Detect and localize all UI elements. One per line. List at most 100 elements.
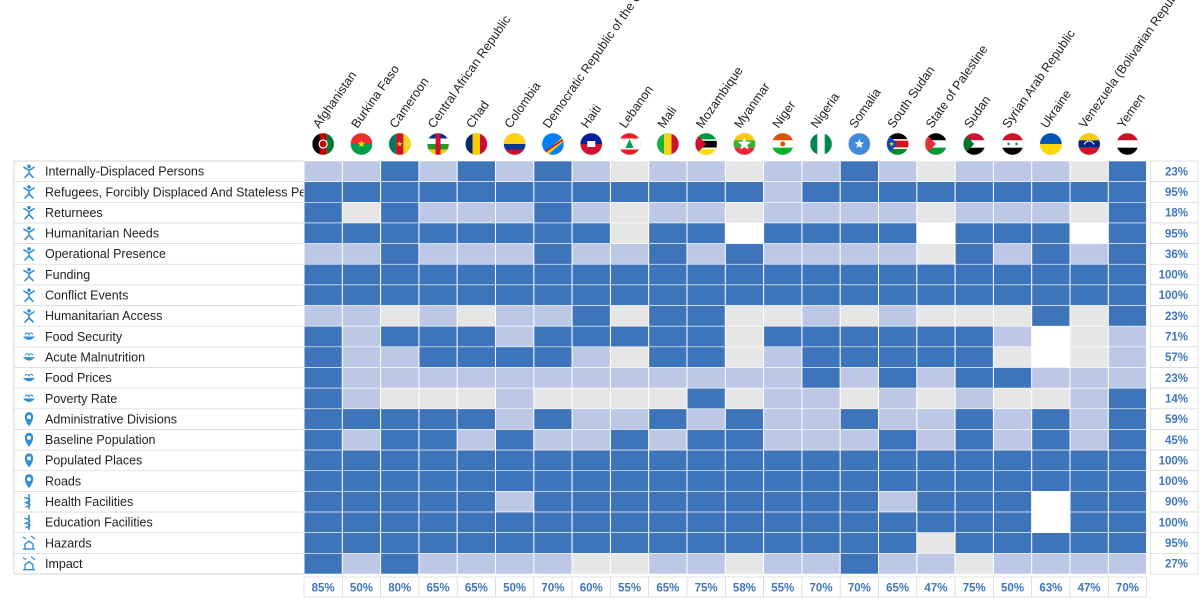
heatmap-cell — [495, 160, 535, 182]
flag-burkina-faso — [350, 133, 373, 155]
heatmap-cell — [686, 511, 726, 533]
heatmap-cell — [724, 367, 764, 389]
heatmap-cell — [763, 511, 803, 533]
heatmap-cell — [1108, 181, 1147, 203]
column-percentage: 47% — [1078, 583, 1101, 595]
heatmap-cell — [610, 325, 650, 348]
heatmap-cell — [763, 449, 803, 472]
heatmap-cell — [1069, 367, 1109, 389]
heatmap-cell — [495, 491, 535, 513]
heatmap-cell — [763, 387, 803, 410]
heatmap-cell — [878, 367, 918, 389]
heatmap-cell — [571, 222, 611, 244]
heatmap-cell — [878, 429, 918, 451]
heatmap-cell — [610, 181, 650, 203]
heatmap-cell — [993, 181, 1033, 203]
heatmap-cell — [1108, 243, 1147, 265]
heatmap-cell — [1069, 305, 1109, 327]
heatmap-cell — [1108, 284, 1147, 306]
people-icon — [23, 185, 35, 199]
heatmap-cell — [1069, 222, 1109, 244]
heatmap-cell — [839, 387, 879, 410]
heatmap-cell — [341, 532, 381, 554]
heatmap-cell — [648, 305, 688, 327]
heatmap-cell — [341, 449, 381, 472]
heatmap-cell — [839, 553, 879, 575]
heatmap-cell — [571, 346, 611, 368]
heatmap-cell — [878, 284, 918, 306]
pin-icon — [24, 432, 34, 447]
heatmap-cell — [801, 470, 841, 492]
heatmap-cell — [878, 222, 918, 244]
heatmap-cell — [839, 511, 879, 533]
heatmap-cell — [456, 491, 496, 513]
heatmap-cell — [763, 429, 803, 451]
flag-south-sudan — [886, 133, 909, 155]
flag-sudan — [963, 133, 986, 155]
flag-cameroon — [388, 133, 411, 155]
heatmap-cell — [993, 387, 1033, 410]
heatmap-cell — [839, 325, 879, 348]
heatmap-cell — [533, 491, 573, 513]
heatmap-cell — [341, 160, 381, 182]
heatmap-cell — [954, 325, 994, 348]
heatmap-cell — [418, 284, 458, 306]
heatmap-cell — [418, 553, 458, 575]
heatmap-cell — [686, 387, 726, 410]
heatmap-cell — [686, 449, 726, 472]
heatmap-cell — [916, 511, 956, 533]
heatmap-cell — [380, 160, 420, 182]
row-percentage: 59% — [1165, 414, 1188, 426]
heatmap-cell — [1108, 387, 1147, 410]
heatmap-cell — [1069, 553, 1109, 575]
heatmap-cell — [1069, 532, 1109, 554]
heatmap-cell — [916, 449, 956, 472]
heatmap-cell — [418, 532, 458, 554]
heatmap-cell — [495, 305, 535, 327]
heatmap-cell — [839, 202, 879, 224]
heatmap-cell — [456, 387, 496, 410]
heatmap-cell — [303, 387, 343, 410]
heatmap-cell — [1108, 532, 1147, 554]
column-label: Ukraine — [1038, 87, 1074, 130]
heatmap-cell — [916, 367, 956, 389]
column-label: Mali — [655, 104, 680, 131]
row-percentage: 36% — [1165, 249, 1188, 261]
heatmap-cell — [610, 263, 650, 286]
heatmap-cell — [1069, 449, 1109, 472]
heatmap-cell — [993, 346, 1033, 368]
heatmap-cell — [418, 160, 458, 182]
heatmap-cell — [686, 532, 726, 554]
heatmap-cell — [954, 181, 994, 203]
heatmap-cell — [878, 470, 918, 492]
heatmap-cell — [648, 553, 688, 575]
heatmap-cell — [724, 243, 764, 265]
heatmap-cell — [1031, 160, 1071, 182]
heatmap-cell — [878, 387, 918, 410]
column-percentage: 55% — [618, 583, 641, 595]
heatmap-cell — [571, 387, 611, 410]
heatmap-cell — [1031, 449, 1071, 472]
row-percentage: 23% — [1165, 166, 1188, 178]
heatmap-cell — [839, 408, 879, 430]
heatmap-cell — [686, 408, 726, 430]
column-label: Colombia — [502, 79, 544, 130]
heatmap-cell — [341, 222, 381, 244]
hazard-icon — [22, 556, 36, 571]
pin-icon — [24, 453, 34, 468]
heatmap-cell — [380, 532, 420, 554]
heatmap-cell — [1069, 408, 1109, 430]
heatmap-cell — [456, 429, 496, 451]
heatmap-cell — [571, 491, 611, 513]
heatmap-cell — [418, 222, 458, 244]
people-icon — [23, 164, 35, 179]
heatmap-cell — [380, 305, 420, 327]
heatmap-cell — [686, 160, 726, 182]
heatmap-cell — [916, 346, 956, 368]
row-label: Refugees, Forcibly Displaced And Statele… — [45, 185, 330, 199]
row-label: Conflict Events — [45, 289, 128, 303]
heatmap-cell — [954, 511, 994, 533]
heatmap-cell — [303, 511, 343, 533]
row-percentage: 100% — [1159, 270, 1188, 282]
heatmap-cell — [303, 222, 343, 244]
